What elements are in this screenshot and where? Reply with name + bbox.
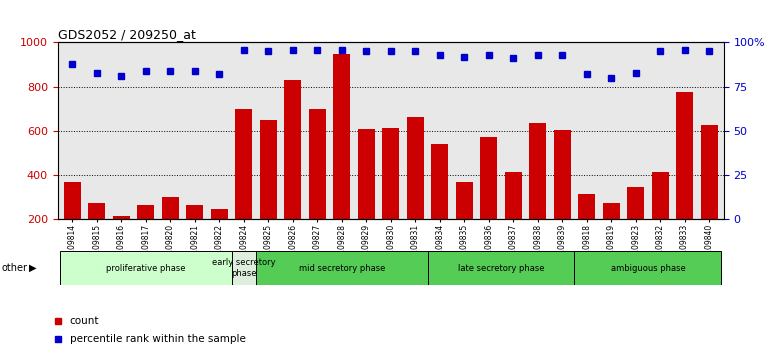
Text: mid secretory phase: mid secretory phase bbox=[299, 264, 385, 273]
Bar bbox=[259, 120, 277, 219]
Bar bbox=[431, 144, 448, 219]
Bar bbox=[676, 92, 693, 219]
Bar bbox=[427, 251, 574, 285]
Bar bbox=[603, 203, 620, 219]
Bar bbox=[456, 182, 473, 219]
Text: percentile rank within the sample: percentile rank within the sample bbox=[70, 334, 246, 344]
Bar bbox=[358, 129, 375, 219]
Bar bbox=[480, 137, 497, 219]
Bar bbox=[64, 182, 81, 219]
Bar bbox=[232, 251, 256, 285]
Bar bbox=[113, 216, 130, 219]
Bar bbox=[574, 251, 721, 285]
Bar bbox=[236, 109, 253, 219]
Text: ambiguous phase: ambiguous phase bbox=[611, 264, 685, 273]
Bar bbox=[554, 130, 571, 219]
Bar bbox=[382, 128, 400, 219]
Text: count: count bbox=[70, 315, 99, 326]
Bar bbox=[256, 251, 427, 285]
Bar bbox=[504, 172, 522, 219]
Text: proliferative phase: proliferative phase bbox=[106, 264, 186, 273]
Bar bbox=[284, 80, 301, 219]
Bar bbox=[701, 125, 718, 219]
Bar bbox=[578, 194, 595, 219]
Bar bbox=[89, 203, 105, 219]
Bar bbox=[309, 109, 326, 219]
Bar bbox=[627, 187, 644, 219]
Bar bbox=[333, 53, 350, 219]
Text: GDS2052 / 209250_at: GDS2052 / 209250_at bbox=[58, 28, 196, 41]
Bar bbox=[137, 205, 155, 219]
Bar bbox=[162, 198, 179, 219]
Bar bbox=[651, 172, 668, 219]
Bar bbox=[407, 116, 424, 219]
Bar bbox=[186, 205, 203, 219]
Text: early secretory
phase: early secretory phase bbox=[212, 258, 276, 278]
Bar bbox=[60, 251, 232, 285]
Bar bbox=[211, 209, 228, 219]
Text: ▶: ▶ bbox=[29, 263, 37, 273]
Text: late secretory phase: late secretory phase bbox=[457, 264, 544, 273]
Text: other: other bbox=[2, 263, 28, 273]
Bar bbox=[529, 123, 546, 219]
